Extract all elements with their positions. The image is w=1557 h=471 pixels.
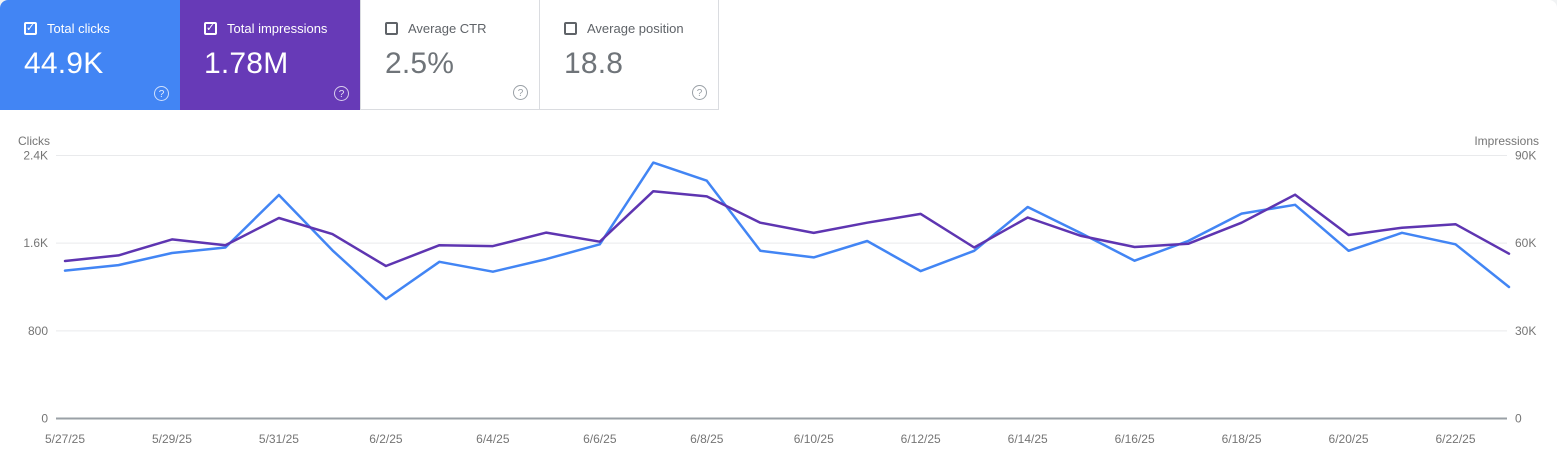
checkbox-icon[interactable]: ✓ — [204, 22, 217, 35]
performance-chart-svg: Clicks Impressions 2.4K 90K 1.6K 60K 800 30K 0… — [18, 134, 1539, 447]
x-axis-tick: 6/18/25 — [1222, 432, 1262, 446]
metric-card-value: 2.5% — [385, 47, 455, 80]
metric-card-label: Total clicks — [47, 21, 110, 36]
x-axis-tick: 6/10/25 — [794, 432, 834, 446]
axis-ticks: 2.4K 90K 1.6K 60K 800 30K 0 0 5/27/25 5/29/25 5/31… — [23, 149, 1536, 447]
x-axis-tick: 6/20/25 — [1329, 432, 1369, 446]
metric-card-value: 1.78M — [204, 47, 289, 80]
metric-card-label: Average CTR — [408, 21, 487, 36]
y-axis-tick-right: 90K — [1515, 149, 1536, 163]
help-icon[interactable]: ? — [513, 85, 528, 100]
help-icon[interactable]: ? — [334, 86, 349, 101]
metric-card-average-position[interactable]: ✓ Average position 18.8 ? — [539, 0, 719, 110]
checkbox-icon[interactable]: ✓ — [385, 22, 398, 35]
performance-chart: Clicks Impressions 2.4K 90K 1.6K 60K 800 30K 0… — [0, 125, 1557, 471]
clicks-line — [63, 161, 1511, 301]
y-axis-tick-left: 2.4K — [23, 149, 48, 163]
left-axis-title: Clicks — [18, 134, 50, 148]
data-lines — [63, 161, 1511, 301]
checkbox-icon[interactable]: ✓ — [24, 22, 37, 35]
y-axis-tick-right: 60K — [1515, 236, 1536, 250]
y-axis-tick-right: 0 — [1515, 412, 1522, 426]
metric-card-average-ctr[interactable]: ✓ Average CTR 2.5% ? — [360, 0, 540, 110]
x-axis-tick: 5/29/25 — [152, 432, 192, 446]
metric-card-label: Average position — [587, 21, 684, 36]
x-axis-tick: 6/4/25 — [476, 432, 510, 446]
metric-card-total-impressions[interactable]: ✓ Total impressions 1.78M ? — [180, 0, 360, 110]
x-axis-tick: 6/12/25 — [901, 432, 941, 446]
y-axis-tick-left: 0 — [41, 412, 48, 426]
right-axis-title: Impressions — [1474, 134, 1539, 148]
gridlines — [56, 155, 1507, 420]
x-axis-tick: 5/31/25 — [259, 432, 299, 446]
x-axis-tick: 6/2/25 — [369, 432, 403, 446]
help-icon[interactable]: ? — [692, 85, 707, 100]
y-axis-tick-left: 1.6K — [23, 236, 48, 250]
metric-card-value: 18.8 — [564, 47, 624, 80]
x-axis-tick: 6/22/25 — [1435, 432, 1475, 446]
metric-card-label: Total impressions — [227, 21, 328, 36]
checkbox-icon[interactable]: ✓ — [564, 22, 577, 35]
x-axis-tick: 6/8/25 — [690, 432, 724, 446]
impressions-line — [63, 189, 1511, 268]
x-axis-tick: 6/6/25 — [583, 432, 617, 446]
metric-cards-row: ✓ Total clicks 44.9K ? ✓ Total impressio… — [0, 0, 719, 110]
metric-card-value: 44.9K — [24, 47, 104, 80]
x-axis-tick: 6/14/25 — [1008, 432, 1048, 446]
help-icon[interactable]: ? — [154, 86, 169, 101]
y-axis-tick-right: 30K — [1515, 324, 1536, 338]
metric-card-total-clicks[interactable]: ✓ Total clicks 44.9K ? — [0, 0, 180, 110]
y-axis-tick-left: 800 — [28, 324, 48, 338]
x-axis-tick: 5/27/25 — [45, 432, 85, 446]
x-axis-tick: 6/16/25 — [1115, 432, 1155, 446]
